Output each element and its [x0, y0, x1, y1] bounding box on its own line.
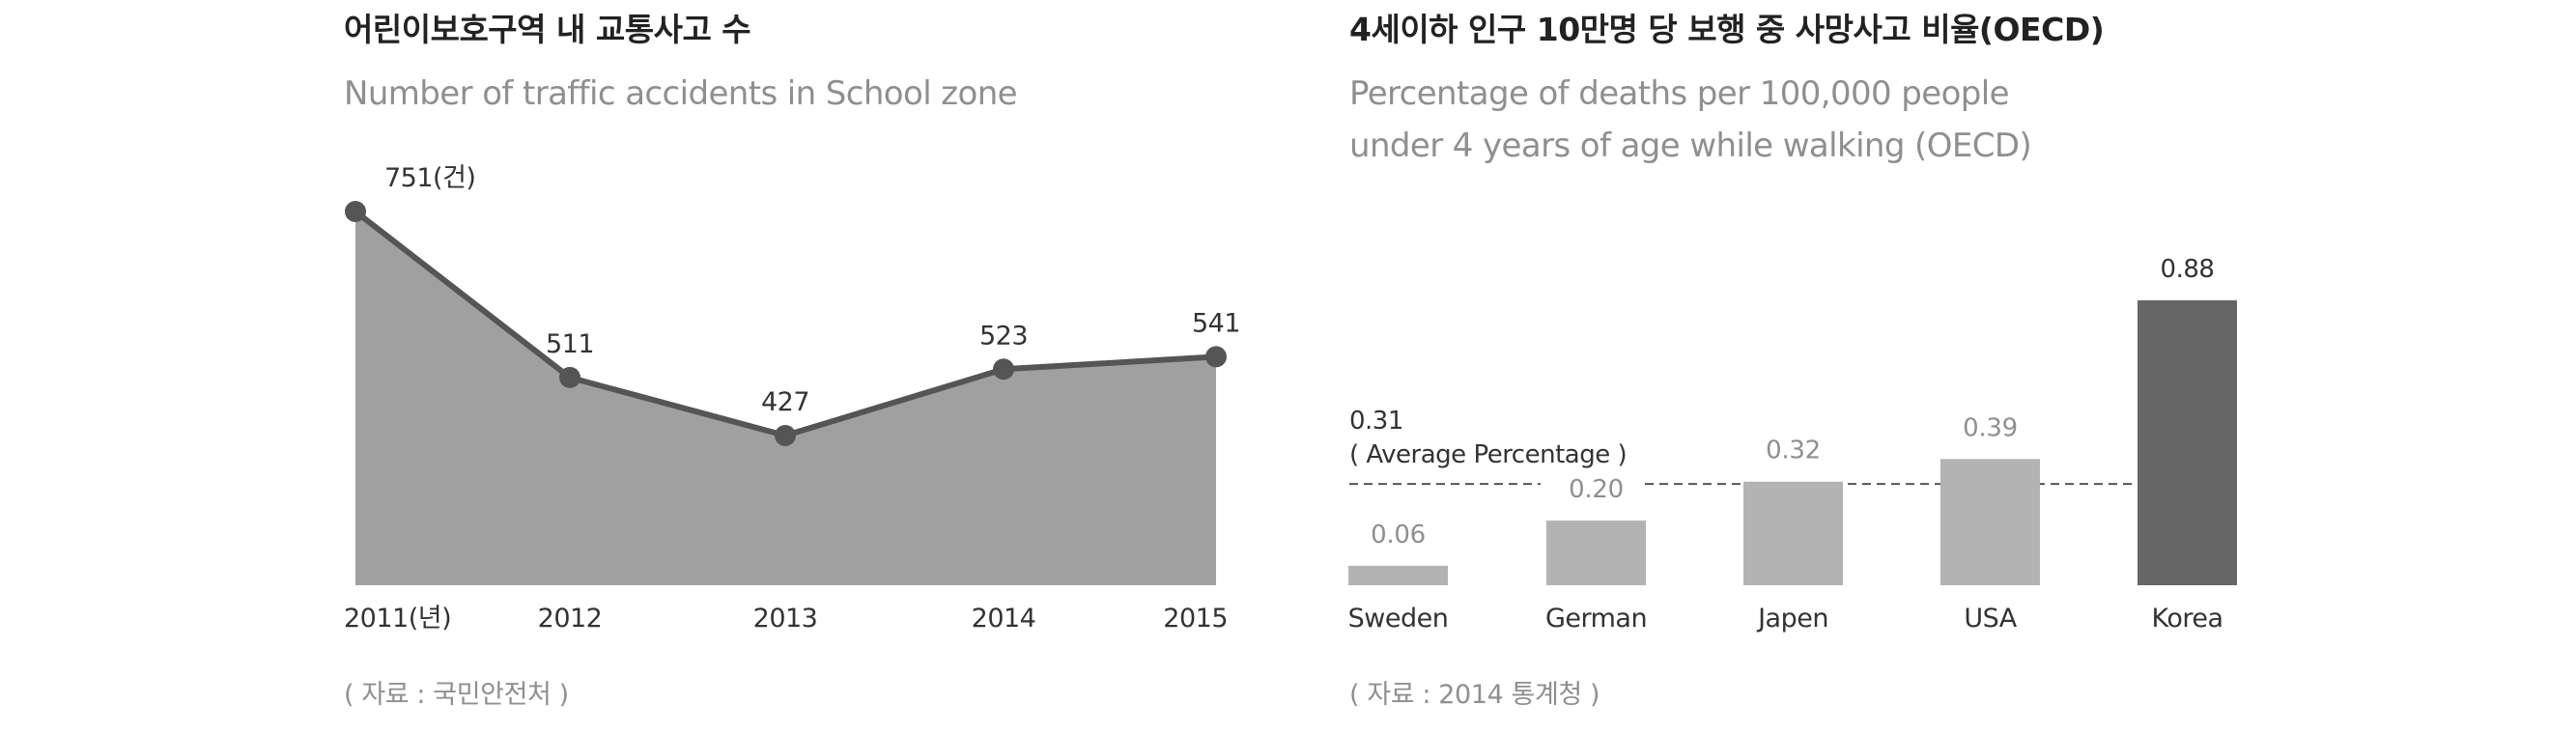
bar-value-label-1: 0.20: [1569, 475, 1624, 504]
left-chart-source: ( 자료 : 국민안전처 ): [344, 680, 569, 710]
x-tick-label-4: 2015: [1163, 604, 1228, 634]
category-label-2: Japen: [1756, 604, 1828, 634]
category-label-4: Korea: [2151, 604, 2222, 634]
bar-chart: 0.06 Sweden 0.20 German 0.32 Japen 0.39 USA 0.88…: [1348, 255, 2237, 634]
bar-japen: [1743, 481, 1843, 585]
data-point-3: [993, 358, 1014, 381]
category-label-1: German: [1545, 604, 1647, 634]
data-point-2: [775, 425, 796, 446]
average-value-label: 0.31: [1349, 407, 1403, 436]
bar-usa: [1940, 459, 2040, 585]
bar-sweden: [1348, 565, 1448, 585]
x-tick-label-1: 2012: [538, 604, 603, 634]
data-label-0: 751(건): [384, 163, 475, 193]
left-chart-title: 어린이보호구역 내 교통사고 수: [344, 11, 751, 48]
bar-german: [1546, 520, 1646, 585]
bar-korea: [2137, 300, 2237, 585]
data-point-1: [559, 366, 580, 388]
bar-value-label-4: 0.88: [2161, 255, 2215, 284]
data-label-4: 541: [1192, 308, 1240, 338]
right-chart-subtitle: Percentage of deaths per 100,000 people …: [1349, 74, 2032, 165]
bar-value-label-0: 0.06: [1371, 521, 1426, 550]
x-tick-label-0: 2011(년): [344, 604, 451, 634]
data-label-1: 511: [546, 329, 594, 359]
data-point-4: [1205, 346, 1227, 368]
x-tick-label-3: 2014: [972, 604, 1036, 634]
bar-value-label-2: 0.32: [1766, 437, 1821, 465]
right-chart-title: 4세이하 인구 10만명 당 보행 중 사망사고 비율(OECD): [1349, 11, 2105, 48]
category-label-3: USA: [1964, 604, 2017, 634]
data-label-2: 427: [761, 387, 809, 417]
bar-value-label-3: 0.39: [1963, 413, 2018, 442]
area-fill: [355, 211, 1216, 585]
average-caption: ( Average Percentage ): [1349, 440, 1627, 469]
left-chart-subtitle: Number of traffic accidents in School zo…: [344, 74, 1018, 113]
data-label-3: 523: [979, 321, 1028, 351]
right-chart-source: ( 자료 : 2014 통계청 ): [1349, 680, 1600, 710]
x-tick-label-2: 2013: [753, 604, 818, 634]
category-label-0: Sweden: [1348, 604, 1449, 634]
area-chart: 751(건) 511 427 523 541 2011(년) 2012 2013 2014 201…: [344, 163, 1241, 634]
data-point-0: [345, 201, 366, 222]
